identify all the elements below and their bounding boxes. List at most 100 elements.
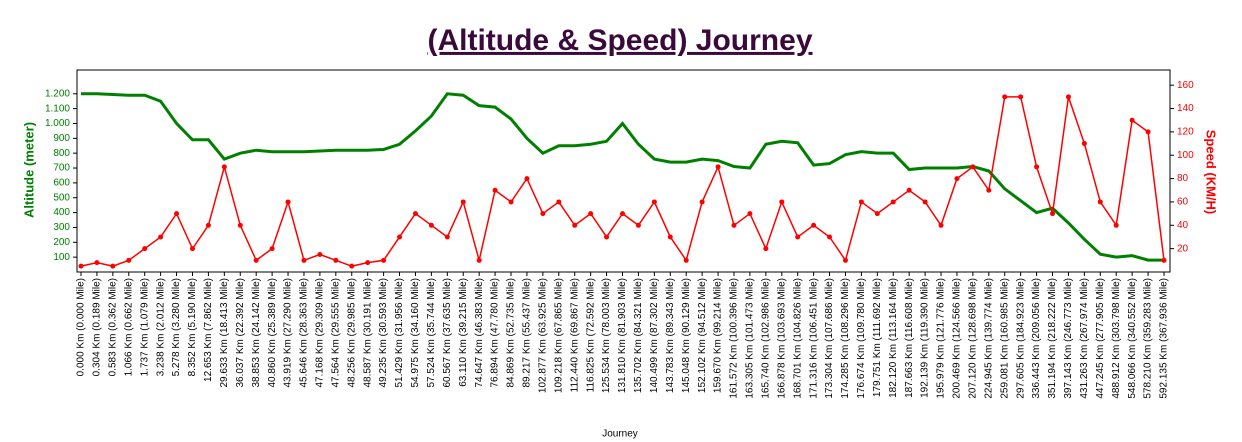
y2-tick-label: 140 xyxy=(1177,103,1194,114)
x-tick-label: 1.737 Km (1.079 Mile) xyxy=(139,278,150,376)
x-tick-label: 165.740 Km (102.986 Mile) xyxy=(760,278,771,399)
point xyxy=(683,257,689,263)
point xyxy=(651,199,657,205)
x-tick-label: 200.469 Km (124.566 Mile) xyxy=(952,278,963,399)
chart-title: (Altitude & Speed) Journey xyxy=(427,24,812,57)
x-tick-label: 224.945 Km (139.774 Mile) xyxy=(983,278,994,399)
point xyxy=(285,199,291,205)
y-tick-label: 500 xyxy=(53,192,70,203)
y2-tick-label: 80 xyxy=(1177,173,1189,184)
x-tick-label: 1.066 Km (0.662 Mile) xyxy=(123,278,134,376)
x-tick-label: 431.263 Km (267.974 Mile) xyxy=(1079,278,1090,399)
x-tick-label: 43.919 Km (27.290 Mile) xyxy=(283,278,294,388)
x-tick-label: 135.702 Km (84.321 Mile) xyxy=(633,278,644,393)
x-tick-label: 8.352 Km (5.190 Mile) xyxy=(187,278,198,376)
x-tick-label: 163.305 Km (101.473 Mile) xyxy=(745,278,756,399)
point xyxy=(126,257,132,263)
point xyxy=(890,199,896,205)
point xyxy=(540,211,546,217)
point xyxy=(142,246,148,252)
x-tick-label: 38.853 Km (24.142 Mile) xyxy=(251,278,262,388)
x-tick-label: 140.499 Km (87.302 Mile) xyxy=(649,278,660,393)
point xyxy=(189,246,195,252)
point xyxy=(858,199,864,205)
point xyxy=(1145,129,1151,135)
point xyxy=(1050,211,1056,217)
point xyxy=(842,257,848,263)
x-tick-label: 143.783 Km (89.343 Mile) xyxy=(665,278,676,393)
point xyxy=(253,257,259,263)
point xyxy=(667,234,673,240)
point xyxy=(620,211,625,217)
x-tick-label: 47.168 Km (29.309 Mile) xyxy=(315,278,326,388)
point xyxy=(444,234,450,240)
point xyxy=(715,164,721,170)
point xyxy=(874,211,880,217)
x-tick-label: 48.256 Km (29.985 Mile) xyxy=(346,278,357,388)
x-tick-label: 48.587 Km (30.191 Mile) xyxy=(362,278,373,388)
y-tick-label: 100 xyxy=(53,252,70,263)
point xyxy=(381,257,387,263)
x-tick-label: 548.066 Km (340.552 Mile) xyxy=(1127,278,1138,399)
y2-tick-label: 40 xyxy=(1177,220,1189,231)
x-tick-label: 195.979 Km (121.776 Mile) xyxy=(936,278,947,399)
x-tick-label: 60.567 Km (37.635 Mile) xyxy=(442,278,453,388)
x-tick-label: 171.316 Km (106.451 Mile) xyxy=(808,278,819,399)
point xyxy=(158,234,164,240)
point xyxy=(635,222,641,228)
x-tick-label: 182.120 Km (113.164 Mile) xyxy=(888,278,899,398)
x-tick-label: 131.810 Km (81.903 Mile) xyxy=(617,278,628,393)
point xyxy=(922,199,928,205)
point xyxy=(731,222,737,228)
point xyxy=(428,222,434,228)
point xyxy=(205,222,211,228)
point xyxy=(1034,164,1040,170)
x-tick-label: 40.860 Km (25.389 Mile) xyxy=(267,278,278,388)
y2-tick-label: 100 xyxy=(1177,150,1194,161)
y-tick-label: 200 xyxy=(53,237,70,248)
x-tick-label: 74.647 Km (46.383 Mile) xyxy=(474,278,485,388)
x-axis-title: Journey xyxy=(602,429,638,440)
point xyxy=(827,234,833,240)
x-tick-label: 207.120 Km (128.698 Mile) xyxy=(968,278,979,399)
x-tick-label: 447.245 Km (277.905 Mile) xyxy=(1095,278,1106,399)
x-tick-label: 192.139 Km (119.390 Mile) xyxy=(920,278,931,398)
point xyxy=(508,199,514,205)
point xyxy=(94,260,100,266)
point xyxy=(906,187,912,193)
x-tick-label: 47.564 Km (29.555 Mile) xyxy=(330,278,341,388)
point xyxy=(747,211,753,217)
x-tick-label: 166.878 Km (103.693 Mile) xyxy=(776,278,787,399)
x-tick-label: 29.633 Km (18.413 Mile) xyxy=(219,278,230,388)
x-tick-label: 578.210 Km (359.283 Mile) xyxy=(1143,278,1154,399)
y-tick-label: 600 xyxy=(53,178,70,189)
x-tick-label: 51.429 Km (31.956 Mile) xyxy=(394,278,405,388)
point xyxy=(301,257,307,263)
point xyxy=(556,199,562,205)
x-tick-label: 187.663 Km (116.608 Mile) xyxy=(904,278,915,398)
point xyxy=(269,246,275,252)
y-tick-label: 900 xyxy=(53,133,70,144)
y-tick-label: 400 xyxy=(53,207,70,218)
point xyxy=(237,222,243,228)
y-axis-title: Altitude (meter) xyxy=(21,122,36,218)
point xyxy=(492,187,498,193)
x-tick-label: 45.646 Km (28.363 Mile) xyxy=(299,278,310,388)
point xyxy=(1002,94,1008,100)
point xyxy=(333,257,339,263)
point xyxy=(588,211,594,217)
y2-tick-label: 160 xyxy=(1177,80,1194,91)
point xyxy=(970,164,976,170)
x-tick-label: 89.217 Km (55.437 Mile) xyxy=(522,278,533,388)
point xyxy=(365,260,371,266)
point xyxy=(795,234,801,240)
point xyxy=(1065,94,1071,100)
x-tick-label: 161.572 Km (100.396 Mile) xyxy=(729,278,740,399)
point xyxy=(763,246,769,252)
x-tick-label: 36.037 Km (22.392 Mile) xyxy=(235,278,246,388)
x-tick-label: 159.670 Km (99.214 Mile) xyxy=(713,278,724,393)
plot-frame xyxy=(76,69,1171,273)
point xyxy=(1161,257,1167,263)
x-tick-label: 109.218 Km (67.865 Mile) xyxy=(553,278,564,393)
x-tick-label: 179.751 Km (111.692 Mile) xyxy=(872,278,883,397)
